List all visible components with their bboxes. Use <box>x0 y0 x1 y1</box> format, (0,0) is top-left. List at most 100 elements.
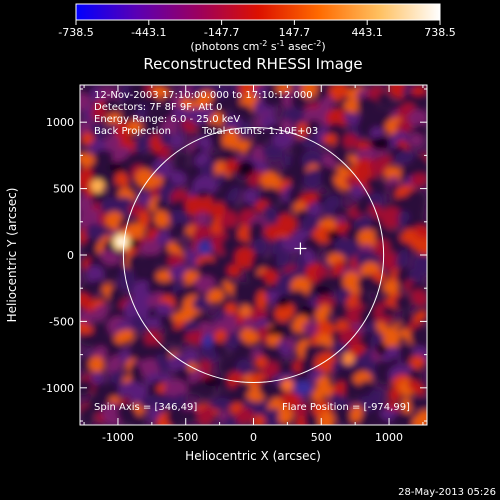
heatmap-cell <box>221 94 240 110</box>
heatmap-cell <box>159 314 176 332</box>
heatmap-cell <box>168 354 188 373</box>
source-position-cross <box>294 242 307 255</box>
heatmap-cell <box>276 213 298 235</box>
heatmap-cell <box>290 93 307 110</box>
heatmap-cell <box>314 304 330 323</box>
heatmap-cell <box>243 189 259 206</box>
heatmap-cell <box>322 134 339 145</box>
heatmap-image <box>80 85 427 425</box>
heatmap-cell <box>292 402 309 417</box>
heatmap-cell <box>380 206 403 229</box>
heatmap-cell <box>192 313 212 325</box>
heatmap-cell <box>394 149 416 165</box>
heatmap-cell <box>407 379 426 395</box>
heatmap-cell <box>262 144 285 160</box>
heatmap-cell <box>166 406 188 425</box>
heatmap-cell <box>331 302 348 320</box>
heatmap-cell <box>213 329 227 343</box>
total-counts-text: Total counts: 1.10E+03 <box>201 126 318 137</box>
heatmap-cell <box>80 166 93 191</box>
heatmap-cell <box>331 145 349 163</box>
method-text: Back Projection <box>94 126 171 137</box>
heatmap-cell <box>350 404 363 424</box>
heatmap-cell <box>206 288 225 304</box>
heatmap-cell <box>253 85 268 97</box>
colorbar-tick-label: 738.5 <box>424 26 456 39</box>
heatmap-cell <box>194 275 216 293</box>
heatmap-cell <box>128 85 147 97</box>
heatmap-cell <box>275 201 291 215</box>
heatmap-cell <box>383 279 400 296</box>
flare-position-text: Flare Position = [-974,99] <box>282 402 410 413</box>
heatmap-cell <box>315 266 329 279</box>
heatmap-cell <box>382 306 396 318</box>
detectors-text: Detectors: 7F 8F 9F, Att 0 <box>94 102 222 113</box>
heatmap-hotspot <box>281 379 294 392</box>
colorbar-tick-label: -443.1 <box>131 26 166 39</box>
x-axis-label: Heliocentric X (arcsec) <box>185 449 321 463</box>
heatmap-cell <box>155 353 170 374</box>
heatmap-cell <box>410 173 427 187</box>
heatmap-cell <box>388 85 408 99</box>
heatmap-cell <box>409 133 423 147</box>
heatmap-cell <box>102 97 119 114</box>
heatmap-cell <box>155 302 173 317</box>
heatmap-cell <box>139 358 161 376</box>
heatmap-cell <box>239 328 260 345</box>
heatmap-cell <box>84 223 106 242</box>
heatmap-cell <box>132 416 145 425</box>
heatmap-cell <box>170 133 185 149</box>
heatmap-cell <box>329 274 347 293</box>
heatmap-cell <box>307 201 322 218</box>
x-tick-label: -1000 <box>102 431 134 444</box>
heatmap-cell <box>125 222 145 242</box>
heatmap-cell <box>248 274 267 296</box>
heatmap-cell <box>130 315 147 332</box>
heatmap-cell <box>222 313 239 334</box>
heatmap-cell <box>169 170 186 186</box>
heatmap-cell <box>198 360 212 373</box>
heatmap-cell <box>377 92 392 109</box>
heatmap-cell <box>303 168 323 190</box>
x-tick-label: -500 <box>173 431 198 444</box>
solar-limb-layer <box>122 127 385 383</box>
heatmap-cell <box>343 112 363 126</box>
heatmap-cell <box>373 239 391 258</box>
heatmap-cell <box>414 225 427 239</box>
heatmap-cell <box>265 408 282 425</box>
heatmap-hotspot <box>90 178 105 193</box>
heatmap-cell <box>86 265 104 284</box>
solar-limb-circle <box>122 127 385 383</box>
heatmap-cell <box>236 341 251 360</box>
heatmap-hotspot <box>342 352 355 365</box>
heatmap-cell <box>90 107 104 122</box>
y-tick-label: 1000 <box>46 116 74 129</box>
heatmap-cell <box>224 159 238 174</box>
heatmap-cell <box>88 328 110 349</box>
heatmap-cell <box>396 119 412 135</box>
heatmap-cell <box>199 341 219 362</box>
heatmap-cell <box>88 355 105 374</box>
heatmap-cell <box>300 305 317 316</box>
heatmap-cell <box>129 363 143 386</box>
heatmap-cell <box>369 158 390 177</box>
heatmap-cell <box>355 198 371 215</box>
heatmap-cell <box>357 293 372 307</box>
heatmap-cell <box>409 355 425 369</box>
heatmap-cell <box>318 410 335 425</box>
heatmap-cell <box>277 361 296 374</box>
heatmap-cell <box>290 168 307 191</box>
annotation-block: 12-Nov-2003 17:10:00.000 to 17:10:12.000… <box>94 90 410 413</box>
heatmap-cell <box>274 302 295 322</box>
heatmap-cell <box>198 122 213 141</box>
heatmap-cell <box>398 344 413 364</box>
heatmap-cell <box>105 135 122 152</box>
heatmap-cell <box>117 403 138 425</box>
heatmap-cell <box>80 152 97 168</box>
heatmap-cell <box>161 116 182 136</box>
heatmap-cell <box>185 409 198 422</box>
heatmap-cell <box>185 196 205 217</box>
y-axis-label: Heliocentric Y (arcsec) <box>5 188 19 323</box>
heatmap-cell <box>368 388 384 403</box>
heatmap-cell <box>252 238 269 256</box>
